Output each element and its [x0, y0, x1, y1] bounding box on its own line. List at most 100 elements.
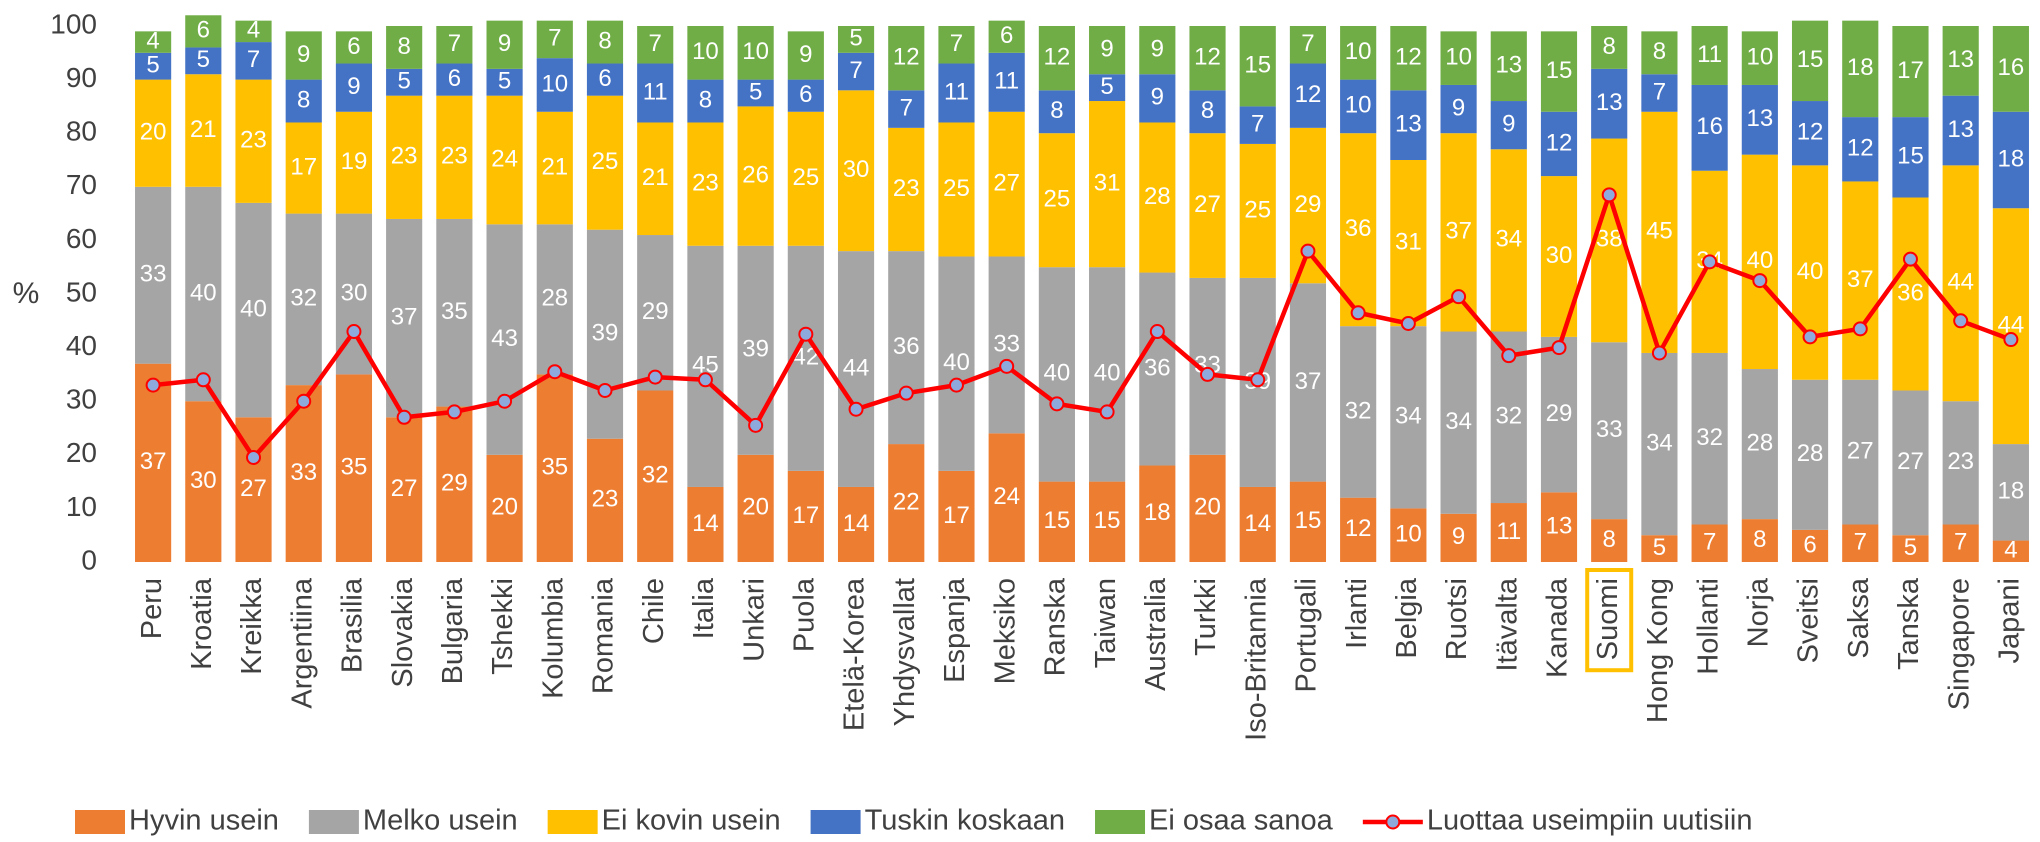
data-label: 13 — [1746, 105, 1773, 132]
bar-segment — [988, 111, 1025, 257]
bar-segment — [436, 95, 473, 219]
x-tick-label: Irlanti — [1341, 578, 1373, 649]
data-label: 23 — [441, 143, 468, 170]
data-label: 15 — [1094, 507, 1121, 534]
bar-segment — [1340, 133, 1377, 327]
data-label: 13 — [1947, 116, 1974, 143]
data-label: 15 — [1244, 52, 1271, 79]
bar-segment — [1892, 117, 1929, 198]
data-label: 7 — [1854, 529, 1867, 556]
bar-segment — [837, 251, 875, 487]
data-label: 14 — [692, 510, 719, 537]
bar-segment — [938, 26, 975, 64]
data-label: 32 — [642, 462, 669, 489]
data-label: 23 — [391, 143, 418, 170]
bar-segment — [1189, 26, 1226, 91]
legend-label: Ei osaa sanoa — [1149, 805, 1334, 837]
data-label: 40 — [190, 279, 217, 306]
data-label: 8 — [699, 86, 712, 113]
data-label: 35 — [541, 454, 568, 481]
bar-segment — [386, 68, 423, 96]
bar-segment — [1540, 492, 1578, 562]
bar-segment — [1340, 79, 1377, 134]
bar-segment — [135, 363, 172, 562]
data-label: 28 — [541, 285, 568, 312]
y-tick-label: 50 — [66, 276, 97, 307]
bar-segment — [1239, 486, 1276, 562]
bar-segment — [1440, 331, 1477, 514]
line-marker — [1953, 313, 1969, 329]
data-label: 23 — [893, 175, 920, 202]
x-tick-label: Italia — [688, 577, 720, 639]
bar-segment — [185, 186, 222, 402]
data-label: 31 — [1094, 169, 1121, 196]
bar-segment — [1440, 84, 1477, 134]
data-label: 30 — [1546, 242, 1573, 269]
line-marker — [1752, 273, 1768, 289]
data-label: 27 — [391, 475, 418, 502]
bar-segment — [1089, 481, 1126, 562]
bar-segment — [1239, 26, 1276, 107]
bar-segment — [586, 95, 624, 230]
data-label: 8 — [297, 86, 310, 113]
data-label: 36 — [893, 333, 920, 360]
y-tick-label: 70 — [66, 169, 97, 200]
bar-segment — [285, 213, 322, 386]
data-label: 23 — [592, 486, 619, 513]
bar-segment — [1139, 272, 1176, 466]
data-label: 37 — [1847, 266, 1874, 293]
bar-segment — [888, 127, 925, 252]
bar-segment — [1842, 181, 1879, 380]
bar-segment — [1741, 369, 1778, 520]
line-marker — [145, 377, 161, 393]
line-marker — [1802, 329, 1818, 345]
bar-segment — [486, 20, 523, 69]
data-label: 9 — [347, 73, 360, 100]
data-label: 11 — [1697, 41, 1722, 68]
bar-segment — [1239, 143, 1276, 278]
data-label: 20 — [1194, 494, 1221, 521]
data-label: 21 — [541, 153, 568, 180]
data-label: 6 — [448, 65, 461, 92]
legend-label: Tuskin koskaan — [865, 805, 1065, 837]
bar-segment — [1691, 352, 1728, 525]
data-label: 9 — [1151, 35, 1164, 62]
bar-segment — [1791, 529, 1829, 562]
bar-segment — [988, 256, 1025, 434]
data-label: 12 — [1194, 44, 1221, 71]
bar-segment — [1691, 26, 1728, 85]
data-label: 7 — [1954, 529, 1967, 556]
bar-segment — [1892, 390, 1929, 536]
bar-segment — [1741, 84, 1778, 155]
data-label: 44 — [1947, 269, 1974, 296]
bar-segment — [235, 20, 272, 43]
data-label: 33 — [290, 459, 317, 486]
data-label: 25 — [943, 175, 970, 202]
bar-segment — [1741, 154, 1778, 370]
bar-segment — [1842, 379, 1879, 525]
data-label: 12 — [1044, 44, 1071, 71]
bar-segment — [1239, 106, 1276, 144]
bar-segment — [938, 63, 975, 123]
data-label: 11 — [994, 68, 1019, 95]
data-label: 32 — [290, 285, 317, 312]
data-label: 7 — [548, 25, 561, 52]
bar-segment — [637, 26, 674, 64]
line-marker — [1451, 289, 1467, 305]
y-tick-label: 80 — [66, 116, 97, 147]
data-label: 28 — [1746, 429, 1773, 456]
data-label: 7 — [950, 30, 963, 57]
line-marker — [1250, 372, 1266, 388]
data-label: 13 — [1395, 111, 1422, 138]
data-label: 5 — [197, 46, 210, 73]
bar-segment — [386, 26, 423, 69]
data-label: 25 — [592, 148, 619, 175]
data-label: 28 — [1797, 440, 1824, 467]
data-label: 32 — [1495, 403, 1522, 430]
data-label: 36 — [1897, 279, 1924, 306]
data-label: 12 — [1797, 119, 1824, 146]
data-label: 20 — [491, 494, 518, 521]
bar-segment — [1992, 444, 2029, 541]
data-label: 29 — [441, 470, 468, 497]
bar-segment — [235, 202, 272, 418]
